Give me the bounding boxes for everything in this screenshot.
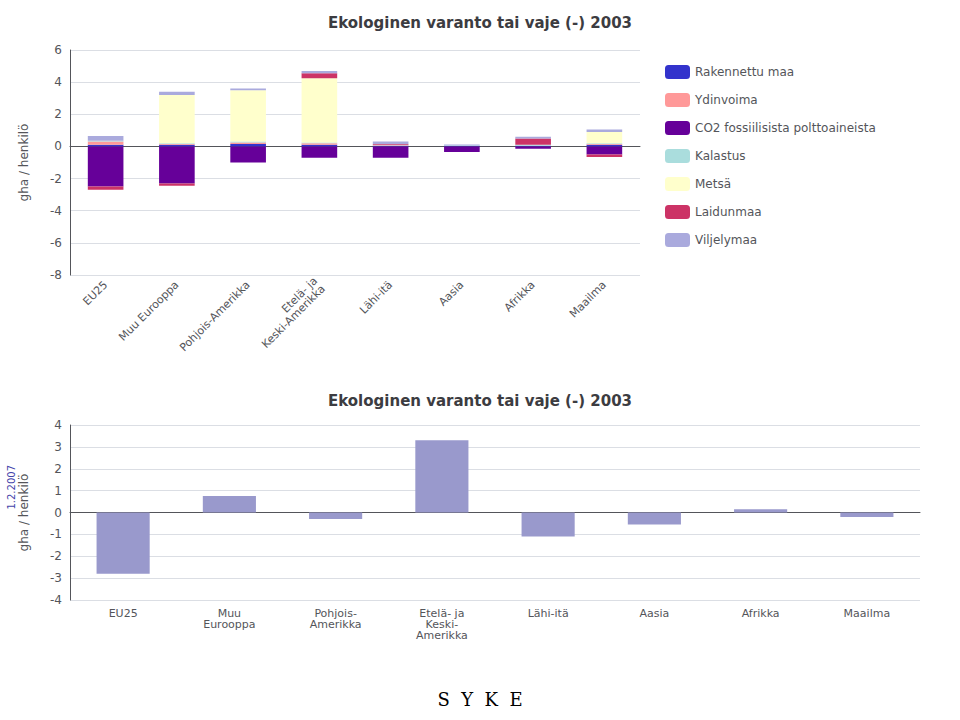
svg-text:Muu: Muu (217, 607, 242, 620)
svg-text:Lähi-itä: Lähi-itä (357, 278, 395, 316)
svg-text:4: 4 (54, 75, 62, 89)
svg-text:Ydinvoima: Ydinvoima (694, 93, 758, 107)
svg-text:Etelä- ja: Etelä- ja (419, 607, 465, 620)
svg-text:-6: -6 (50, 236, 62, 250)
svg-text:Maailma: Maailma (567, 278, 609, 320)
svg-text:Keski-: Keski- (425, 618, 459, 631)
svg-text:EU25: EU25 (81, 278, 111, 308)
svg-text:Metsä: Metsä (695, 177, 731, 191)
svg-text:Muu Eurooppa: Muu Eurooppa (116, 278, 181, 343)
svg-text:CO2 fossiilisista polttoaineis: CO2 fossiilisista polttoaineista (695, 121, 876, 135)
svg-text:2: 2 (54, 462, 62, 476)
svg-text:-2: -2 (50, 172, 62, 186)
svg-text:Afrikka: Afrikka (742, 607, 780, 620)
svg-text:Afrikka: Afrikka (502, 278, 538, 314)
svg-text:2: 2 (54, 107, 62, 121)
svg-text:1.2.2007: 1.2.2007 (6, 465, 17, 510)
svg-text:3: 3 (54, 440, 62, 454)
svg-text:4: 4 (54, 418, 62, 432)
svg-text:Maailma: Maailma (844, 607, 891, 620)
svg-text:0: 0 (54, 139, 62, 153)
svg-text:0: 0 (54, 506, 62, 520)
svg-text:EU25: EU25 (109, 607, 138, 620)
svg-text:Pohjois-Amerikka: Pohjois-Amerikka (177, 278, 253, 354)
svg-text:Ekologinen varanto tai vaje (-: Ekologinen varanto tai vaje (-) 2003 (328, 14, 632, 32)
svg-text:6: 6 (54, 43, 62, 57)
svg-text:Pohjois-: Pohjois- (314, 607, 357, 620)
svg-text:Keski-Amerikka: Keski-Amerikka (259, 282, 328, 351)
svg-text:Aasia: Aasia (639, 607, 669, 620)
svg-text:Amerikka: Amerikka (416, 629, 468, 642)
svg-text:Etelä- ja: Etelä- ja (279, 274, 321, 316)
svg-text:S Y K E: S Y K E (437, 689, 522, 710)
svg-text:Viljelymaa: Viljelymaa (695, 233, 757, 247)
svg-text:1: 1 (54, 484, 62, 498)
svg-text:-1: -1 (50, 527, 62, 541)
svg-text:gha / henkilö: gha / henkilö (17, 474, 31, 552)
svg-text:Amerikka: Amerikka (310, 618, 362, 631)
svg-text:-2: -2 (50, 549, 62, 563)
svg-text:Aasia: Aasia (436, 278, 466, 308)
svg-text:Laidunmaa: Laidunmaa (695, 205, 762, 219)
svg-text:Rakennettu maa: Rakennettu maa (695, 65, 794, 79)
svg-text:-4: -4 (50, 204, 62, 218)
svg-text:-8: -8 (50, 268, 62, 282)
svg-text:Kalastus: Kalastus (695, 149, 746, 163)
svg-text:gha / henkilö: gha / henkilö (17, 124, 31, 202)
svg-text:Eurooppa: Eurooppa (203, 618, 255, 631)
svg-text:Ekologinen varanto tai vaje (-: Ekologinen varanto tai vaje (-) 2003 (328, 392, 632, 410)
svg-text:-4: -4 (50, 593, 62, 607)
svg-text:Lähi-itä: Lähi-itä (528, 607, 569, 620)
svg-text:-3: -3 (50, 571, 62, 585)
